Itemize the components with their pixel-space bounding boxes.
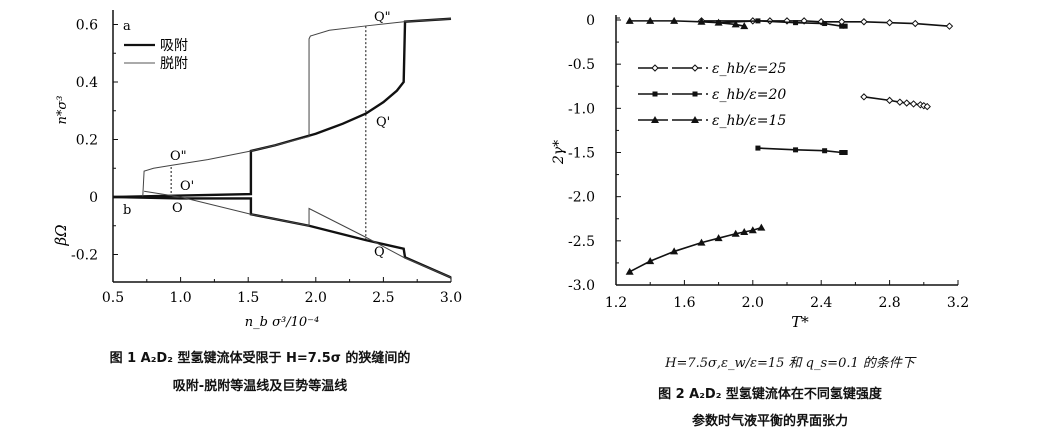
data-point-20 <box>842 23 848 29</box>
x-tick-label: 3.0 <box>440 290 462 306</box>
y-tick-label: -2.0 <box>568 190 595 206</box>
data-point-25 <box>896 98 904 106</box>
x-axis-label: T* <box>791 313 809 330</box>
legend-marker-20 <box>652 91 658 97</box>
data-point-15 <box>731 20 740 28</box>
legend-label-20: ε_hb/ε=20 <box>712 87 786 103</box>
data-point-25 <box>885 18 894 27</box>
y-tick-label: -1.0 <box>568 101 595 117</box>
fig2-condition: H=7.5σ,ε_w/ε=15 和 q_s=0.1 的条件下 <box>665 356 915 371</box>
point-label: Q" <box>374 10 391 25</box>
legend-marker-15 <box>651 116 659 123</box>
fig2-caption-line2: 参数时气液平衡的界面张力 <box>691 414 848 429</box>
legend-label-adsorption: 吸附 <box>160 38 188 54</box>
data-point-20 <box>793 147 799 153</box>
data-point-15 <box>714 234 723 242</box>
data-point-15 <box>740 228 749 235</box>
y-axis-label-top: n*σ³ <box>55 96 70 125</box>
point-label: Q' <box>376 115 390 130</box>
panel-label-a: a <box>123 19 131 34</box>
legend-marker-25 <box>651 64 659 72</box>
x-tick-label: 1.0 <box>169 290 191 306</box>
data-point-15 <box>740 22 749 30</box>
x-tick-label: 3.2 <box>947 295 969 311</box>
y-tick-label: -2.5 <box>568 234 595 250</box>
x-tick-label: 2.0 <box>742 295 764 311</box>
data-point-15 <box>625 267 634 275</box>
panel-label-b: b <box>123 203 131 218</box>
series-line-20 <box>757 147 846 154</box>
legend-marker-20 <box>692 91 698 97</box>
x-axis-label: n_b σ³/10⁻⁴ <box>245 315 319 330</box>
point-label: O <box>172 201 183 216</box>
legend-label-15: ε_hb/ε=15 <box>712 113 786 129</box>
data-point-15 <box>646 16 655 24</box>
data-point-20 <box>822 148 828 154</box>
y-tick-label: 0 <box>89 190 98 206</box>
x-tick-label: 2.0 <box>305 290 327 306</box>
data-point-25 <box>909 100 918 108</box>
data-point-20 <box>755 145 761 151</box>
data-point-25 <box>860 93 868 101</box>
point-label: O" <box>170 149 187 164</box>
y-tick-label: 0.4 <box>76 75 98 91</box>
legend-marker-15 <box>691 116 699 123</box>
y-tick-label: -0.5 <box>568 57 595 73</box>
data-point-15 <box>670 247 679 255</box>
x-tick-label: 1.2 <box>605 295 627 311</box>
y-axis-label-bottom: βΩ <box>52 224 70 246</box>
x-tick-label: 1.5 <box>237 290 259 306</box>
x-tick-label: 2.4 <box>810 295 832 311</box>
data-point-20 <box>793 20 799 26</box>
legend-marker-25 <box>691 64 699 72</box>
y-tick-label: -1.5 <box>568 146 595 162</box>
data-point-20 <box>839 150 845 155</box>
data-point-15 <box>646 257 655 265</box>
data-point-20 <box>839 23 845 29</box>
legend-label-25: ε_hb/ε=25 <box>712 61 786 77</box>
fig1-caption-line1: 图 1 A₂D₂ 型氢键流体受限于 H=7.5σ 的狭缝间的 <box>109 351 411 366</box>
point-label: O' <box>180 179 194 194</box>
y-tick-label: -0.2 <box>71 248 98 264</box>
x-tick-label: 1.6 <box>673 295 695 311</box>
chart-adsorption-isotherm: 0.5 1.0 1.5 2.0 2.5 3.0 0.6 0.4 0.2 0 -0.2 n_b σ³/1… <box>52 10 462 330</box>
data-point-15 <box>697 17 706 25</box>
series-desorption-density <box>142 18 452 198</box>
data-point-15 <box>757 223 766 231</box>
x-tick-label: 0.5 <box>102 290 124 306</box>
point-label: Q <box>374 245 385 260</box>
data-point-15 <box>714 18 723 26</box>
data-point-15 <box>697 238 706 246</box>
y-axis-label: 2γ* <box>551 140 567 165</box>
fig1-caption-line2: 吸附-脱附等温线及巨势等温线 <box>172 379 348 394</box>
y-tick-label: -3.0 <box>568 278 595 294</box>
series-desorption-grand-potential <box>144 190 452 278</box>
x-tick-label: 2.8 <box>878 295 900 311</box>
data-point-25 <box>923 102 931 111</box>
data-point-25 <box>860 18 868 26</box>
data-point-15 <box>731 229 740 237</box>
data-point-20 <box>755 18 761 24</box>
data-point-25 <box>945 22 954 30</box>
y-tick-label: 0.6 <box>76 18 98 34</box>
data-point-25 <box>885 96 894 105</box>
data-point-15 <box>625 16 634 24</box>
x-tick-label: 2.5 <box>372 290 394 306</box>
data-point-20 <box>822 21 828 27</box>
y-tick-label: 0 <box>586 13 595 29</box>
fig2-caption-line1: 图 2 A₂D₂ 型氢键流体在不同氢键强度 <box>658 387 882 402</box>
series-adsorption-density <box>112 17 452 199</box>
legend-label-desorption: 脱附 <box>160 56 188 72</box>
chart-surface-tension: 1.2 1.6 2.0 2.4 2.8 3.2 0 -0.5 -1.0 -1.5 -2.0 -2.5 -… <box>551 13 969 330</box>
y-tick-label: 0.2 <box>76 133 98 149</box>
data-point-15 <box>670 16 679 24</box>
data-point-15 <box>748 226 757 234</box>
data-point-20 <box>842 150 848 155</box>
data-point-25 <box>902 99 911 107</box>
data-point-25 <box>911 19 919 28</box>
